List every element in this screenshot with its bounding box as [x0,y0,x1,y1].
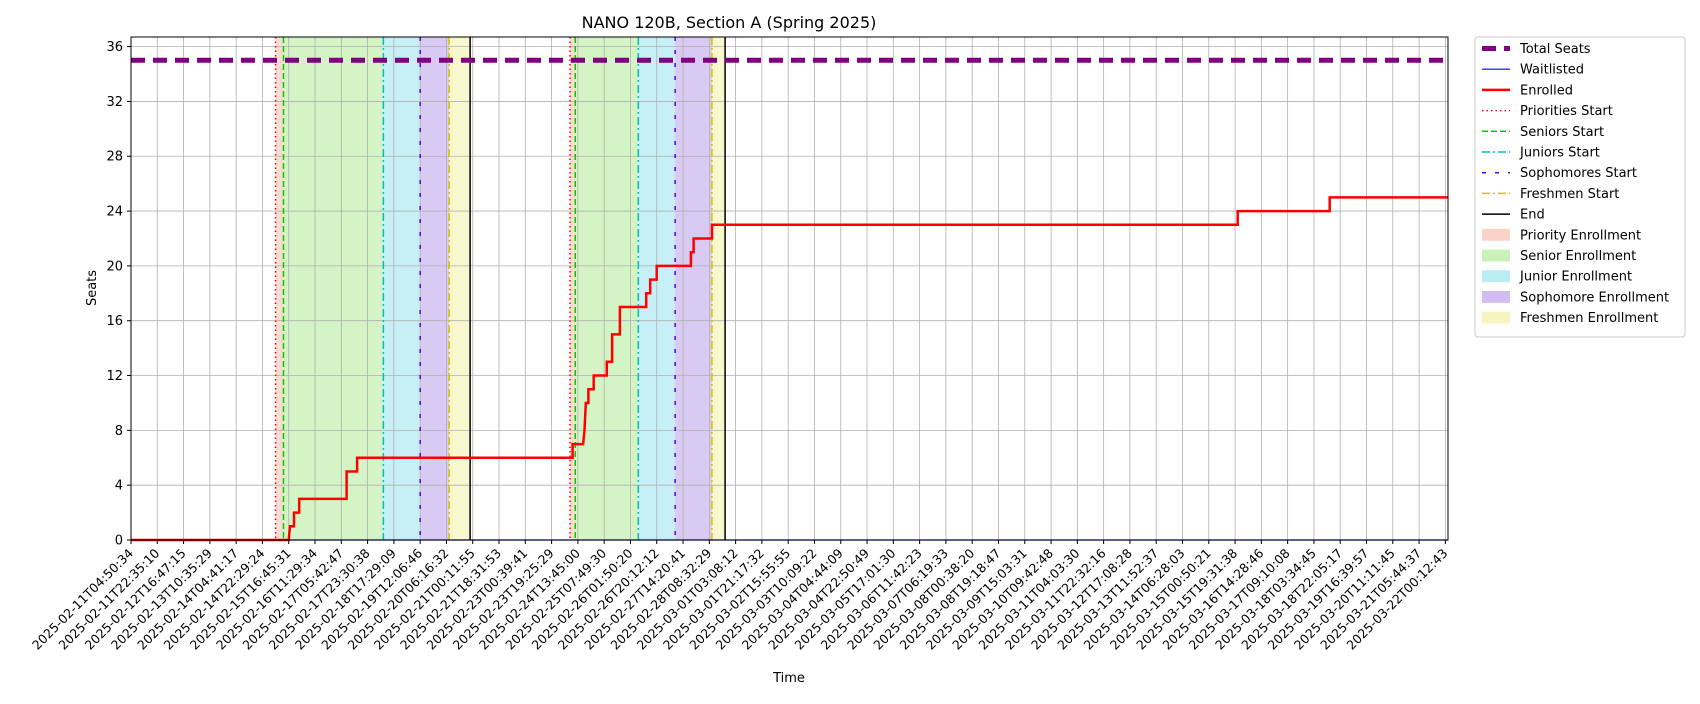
y-tick-label: 24 [106,205,123,220]
legend-label-juniors-start: Juniors Start [1519,146,1600,161]
x-axis-label: Time [772,671,805,686]
freshmen-enrollment-band-1 [449,37,471,540]
sophomore-enrollment-band-1 [420,37,450,540]
chart-title: NANO 120B, Section A (Spring 2025) [582,13,877,32]
senior-enrollment-band-1 [283,37,384,540]
legend-swatch-priority-enrollment [1482,228,1510,241]
legend-label-junior-enrollment: Junior Enrollment [1519,270,1632,285]
y-tick-label: 12 [106,369,123,384]
y-tick-label: 36 [106,40,123,55]
legend-label-enrolled: Enrolled [1520,83,1573,98]
legend-label-end: End [1520,208,1545,223]
legend-swatch-sophomore-enrollment [1482,290,1510,303]
y-tick-label: 4 [115,479,123,494]
sophomore-enrollment-band-2 [675,37,712,540]
enrollment-period-bands [275,37,726,540]
legend: Total Seats Waitlisted Enrolled Priorities … [1474,36,1686,338]
y-tick-label: 16 [106,314,123,329]
grid-lines [130,37,1448,541]
legend-label-senior-enrollment: Senior Enrollment [1520,249,1636,264]
y-axis: 0 4 8 12 16 20 24 28 32 36 [106,40,131,549]
legend-label-priority-enrollment: Priority Enrollment [1520,228,1641,243]
legend-label-sophomore-enrollment: Sophomore Enrollment [1520,290,1669,305]
legend-label-seniors-start: Seniors Start [1520,125,1604,140]
y-tick-label: 8 [115,424,123,439]
enrolled-series-line [131,196,1448,542]
phase-markers [274,37,726,540]
priority-enrollment-band-1 [275,37,284,540]
y-tick-label: 32 [106,95,123,110]
priority-enrollment-band-2 [570,37,576,540]
junior-enrollment-band-1 [383,37,421,540]
legend-frame [1474,36,1686,338]
x-axis: 2025-02-11T04:50:342025-02-11T22:35:1020… [29,540,1450,653]
legend-label-waitlisted: Waitlisted [1520,63,1584,78]
plot-frame [130,36,1449,541]
senior-enrollment-band-2 [575,37,639,540]
legend-label-sophomores-start: Sophomores Start [1520,166,1637,181]
y-axis-label: Seats [85,270,100,306]
freshmen-enrollment-band-2 [711,37,726,540]
legend-label-freshmen-enrollment: Freshmen Enrollment [1520,311,1658,326]
y-tick-label: 20 [106,259,123,274]
legend-label-total-seats: Total Seats [1519,42,1591,57]
legend-label-freshmen-start: Freshmen Start [1520,187,1619,202]
legend-swatch-senior-enrollment [1482,249,1510,262]
legend-label-priorities-start: Priorities Start [1520,104,1613,119]
legend-swatch-junior-enrollment [1482,270,1510,283]
y-tick-label: 28 [106,150,123,165]
legend-swatch-freshmen-enrollment [1482,311,1510,324]
y-tick-label: 0 [115,534,123,549]
